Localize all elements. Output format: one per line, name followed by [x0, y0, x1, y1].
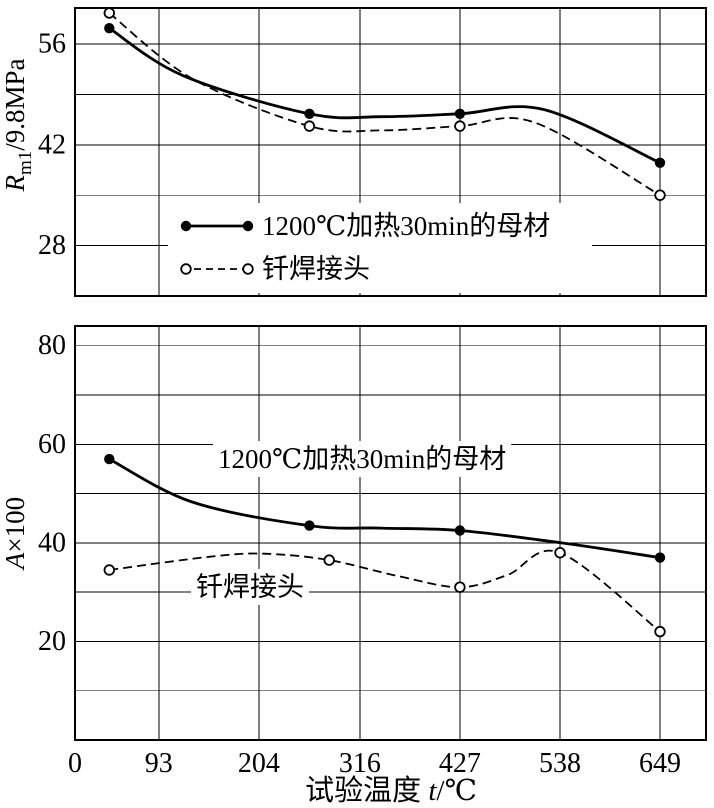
marker-open-circle-brazed-joint [103, 564, 116, 576]
y-tick-label: 80 [38, 330, 66, 361]
y-tick-label: 28 [38, 230, 66, 261]
x-tick-label: 93 [145, 748, 173, 779]
marker-open-circle-brazed-joint [654, 625, 666, 638]
marker-open-circle-brazed-joint [323, 554, 335, 566]
x-tick-label: 538 [539, 748, 581, 779]
marker-filled-circle-base-metal [654, 552, 666, 563]
marker-open-circle-brazed-joint [654, 189, 666, 201]
y-tick-label: 20 [38, 626, 66, 657]
y-tick-label: 42 [38, 129, 66, 160]
series-line-base-metal [108, 457, 661, 559]
annotation-background [213, 441, 512, 477]
y-axis-title: Rm1/9.8MPa [0, 58, 36, 192]
marker-open-circle-brazed-joint [103, 7, 116, 19]
marker-filled-circle-base-metal [304, 520, 315, 531]
y-tick-label: 56 [38, 29, 66, 60]
x-tick-label: 0 [68, 748, 82, 779]
annotation-label: 1200℃加热30min的母材 [218, 444, 506, 474]
chart-frame [74, 325, 707, 741]
y-tick-label: 40 [38, 527, 66, 558]
x-tick-label: 204 [238, 748, 280, 779]
marker-open-circle-brazed-joint [303, 120, 316, 132]
series-line-brazed-joint [108, 12, 661, 196]
marker-filled-circle-base-metal [454, 108, 466, 120]
marker-filled-circle-base-metal [454, 525, 466, 536]
marker-open-circle-brazed-joint [554, 547, 566, 559]
annotation-background [191, 569, 309, 605]
legend-background [168, 203, 592, 293]
chart-frame [74, 7, 707, 297]
legend-marker-filled-circle [180, 220, 192, 232]
x-tick-label: 649 [639, 748, 681, 779]
marker-filled-circle-base-metal [104, 453, 115, 465]
legend-label: 1200℃加热30min的母材 [262, 211, 550, 241]
annotation-label: 钎焊接头 [196, 572, 304, 602]
legend-label: 钎焊接头 [262, 254, 370, 284]
series-line-base-metal [108, 27, 661, 165]
marker-filled-circle-base-metal [654, 157, 666, 168]
x-tick-label: 427 [439, 748, 481, 779]
legend-marker-filled-circle [242, 220, 254, 232]
marker-open-circle-brazed-joint [454, 581, 466, 593]
legend-item-brazed-joint: 钎焊接头 [180, 254, 370, 284]
legend-marker-open-circle [242, 263, 254, 275]
legend-item-base-metal: 1200℃加热30min的母材 [180, 211, 550, 241]
marker-open-circle-brazed-joint [454, 120, 466, 132]
y-axis-title: A×100 [0, 497, 30, 571]
x-axis-title: 试验温度 t/℃ [305, 774, 477, 807]
y-tick-label: 60 [38, 429, 66, 460]
marker-filled-circle-base-metal [104, 23, 115, 34]
legend-marker-open-circle [180, 263, 192, 275]
marker-filled-circle-base-metal [304, 108, 315, 120]
x-tick-label: 316 [339, 748, 381, 779]
